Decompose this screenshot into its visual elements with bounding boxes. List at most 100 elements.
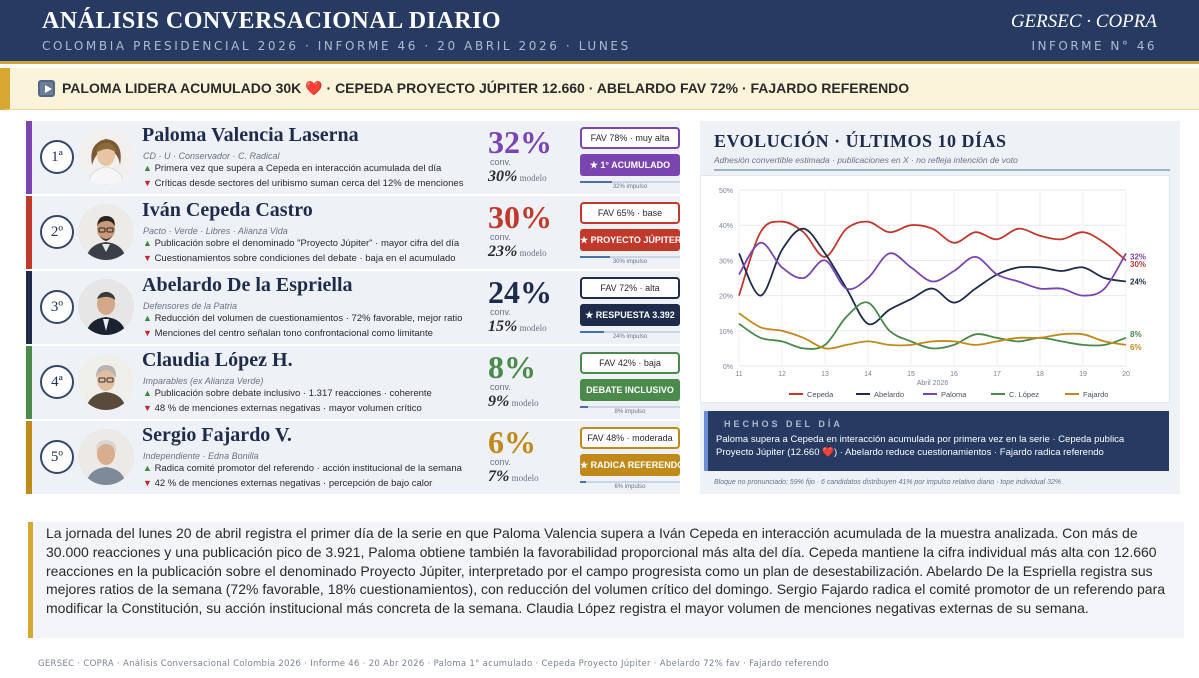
x-tick-label: 14 <box>864 371 872 378</box>
paloma-avatar <box>78 129 134 185</box>
model-percent: 9% modelo <box>488 393 539 410</box>
impulse-label: 8% impulso <box>614 409 646 415</box>
impulse-label: 24% impulso <box>612 334 648 340</box>
conversion-percent: 8% <box>488 349 536 385</box>
y-tick-label: 50% <box>719 188 733 195</box>
model-percent: 15% modelo <box>488 318 547 335</box>
summary-text: La jornada del lunes 20 de abril registr… <box>46 525 1166 617</box>
favorability-badge: FAV 42% · baja <box>580 352 680 374</box>
hechos-body: Paloma supera a Cepeda en interacción ac… <box>716 434 1125 458</box>
positive-note: ▲ Radica comité promotor del referendo ·… <box>143 463 462 474</box>
candidate-card-abelardo[interactable]: 3º Abelardo De la Espriella Defensores d… <box>26 271 680 344</box>
impulse-bar <box>580 406 680 408</box>
impulse-label: 30% impulso <box>612 259 648 265</box>
legend-label: Cepeda <box>807 390 834 399</box>
triangle-down-icon: ▼ <box>143 178 152 188</box>
impulse-bar-fill <box>580 331 604 333</box>
report-subtitle: COLOMBIA PRESIDENCIAL 2026 · INFORME 46 … <box>42 39 631 53</box>
x-tick-label: 12 <box>778 371 786 378</box>
chart-title: EVOLUCIÓN · ÚLTIMOS 10 DÍAS <box>714 131 1007 151</box>
y-tick-label: 30% <box>719 258 733 265</box>
series-line-paloma <box>738 241 1127 297</box>
positive-note: ▲ Primera vez que supera a Cepeda en int… <box>143 163 442 174</box>
lopez-avatar <box>78 354 134 410</box>
triangle-down-icon: ▼ <box>143 403 152 413</box>
end-value-label: 8% <box>1130 330 1142 339</box>
y-tick-label: 20% <box>719 294 733 301</box>
conv-label: conv. <box>490 457 511 467</box>
candidate-party: Defensores de la Patria <box>143 301 238 311</box>
highlight-badge: ★ RESPUESTA 3.392 <box>580 304 680 326</box>
positive-note: ▲ Publicación sobre el denominado "Proye… <box>143 238 460 249</box>
abelardo-avatar <box>78 279 134 335</box>
headline-bar: PALOMA LIDERA ACUMULADO 30K ❤️ · CEPEDA … <box>0 68 1199 110</box>
candidate-card-paloma[interactable]: 1ª Paloma Valencia Laserna CD · U · Cons… <box>26 121 680 194</box>
x-tick-label: 18 <box>1036 371 1044 378</box>
triangle-down-icon: ▼ <box>143 253 152 263</box>
impulse-bar-fill <box>580 481 586 483</box>
y-tick-label: 0% <box>723 364 733 371</box>
rank-badge: 5º <box>40 440 74 474</box>
candidate-name: Iván Cepeda Castro <box>142 199 313 221</box>
x-tick-label: 13 <box>821 371 829 378</box>
highlight-badge: ★ PROYECTO JÚPITER <box>580 229 681 251</box>
impulse-bar-fill <box>580 256 610 258</box>
candidate-name: Paloma Valencia Laserna <box>142 124 359 146</box>
candidate-party: Pacto · Verde · Libres · Alianza Vida <box>143 226 288 236</box>
legend-label: C. López <box>1009 390 1039 399</box>
rank-badge: 4ª <box>40 365 74 399</box>
impulse-label: 6% impulso <box>614 484 646 490</box>
candidate-party: CD · U · Conservador · C. Radical <box>143 151 280 161</box>
highlight-badge: ★ RADICA REFERENDO <box>580 454 684 476</box>
conv-label: conv. <box>490 382 511 392</box>
end-value-label: 32% <box>1130 253 1146 262</box>
negative-note: ▼ Críticas desde sectores del uribismo s… <box>143 178 464 189</box>
positive-note: ▲ Reducción del volumen de cuestionamien… <box>143 313 463 324</box>
x-tick-label: 16 <box>950 371 958 378</box>
rank-badge: 3º <box>40 290 74 324</box>
model-percent: 30% modelo <box>488 168 547 185</box>
daily-summary: La jornada del lunes 20 de abril registr… <box>28 522 1184 638</box>
impulse-bar <box>580 331 680 333</box>
evolution-chart-panel: EVOLUCIÓN · ÚLTIMOS 10 DÍAS Adhesión con… <box>700 121 1180 494</box>
rank-badge: 2º <box>40 215 74 249</box>
bloque-note: Bloque no pronunciado: 59% fijo · 6 cand… <box>714 479 1062 486</box>
favorability-badge: FAV 72% · alta <box>580 277 680 299</box>
negative-note: ▼ Cuestionamientos sobre condiciones del… <box>143 253 456 264</box>
brand-name: GERSEC · COPRA <box>1010 11 1157 32</box>
y-tick-label: 40% <box>719 223 733 230</box>
fajardo-avatar <box>78 429 134 485</box>
series-line-abelardo <box>738 227 1127 326</box>
highlight-badge: DEBATE INCLUSIVO <box>580 379 680 401</box>
favorability-badge: FAV 48% · moderada <box>580 427 680 449</box>
legend-label: Paloma <box>941 390 967 399</box>
y-tick-label: 10% <box>719 329 733 336</box>
page-footer: GERSEC · COPRA · Análisis Conversacional… <box>38 659 830 669</box>
candidate-card-lopez[interactable]: 4ª Claudia López H. Imparables (ex Alian… <box>26 346 680 419</box>
triangle-up-icon: ▲ <box>143 238 152 248</box>
legend-label: Abelardo <box>874 390 904 399</box>
conversion-percent: 6% <box>488 424 536 460</box>
hechos-title: HECHOS DEL DÍA <box>724 419 843 429</box>
candidate-card-cepeda[interactable]: 2º Iván Cepeda Castro Pacto · Verde · Li… <box>26 196 681 269</box>
cepeda-avatar <box>78 204 134 260</box>
impulse-bar <box>580 256 680 258</box>
conversion-percent: 24% <box>488 274 552 310</box>
candidate-name: Abelardo De la Espriella <box>142 274 353 296</box>
candidate-name: Claudia López H. <box>142 349 293 371</box>
candidate-card-fajardo[interactable]: 5º Sergio Fajardo V. Independiente · Edn… <box>26 421 684 494</box>
negative-note: ▼ 42 % de menciones externas negativas ·… <box>143 478 433 489</box>
end-value-label: 30% <box>1130 260 1146 269</box>
conversion-percent: 32% <box>488 124 552 160</box>
play-icon[interactable] <box>38 80 55 97</box>
x-tick-label: 19 <box>1079 371 1087 378</box>
line-chart: 0% 10% 20% 30% 40% 50% 11 12 13 14 15 16 17 18 19 20 Abr… <box>719 188 1146 399</box>
highlight-badge: ★ 1° ACUMULADO <box>580 154 680 176</box>
series-line-clpez <box>738 301 1127 350</box>
end-value-label: 24% <box>1130 278 1146 287</box>
model-percent: 23% modelo <box>488 243 547 260</box>
triangle-up-icon: ▲ <box>143 313 152 323</box>
x-tick-label: 11 <box>735 371 742 378</box>
x-tick-label: 20 <box>1122 371 1130 378</box>
conv-label: conv. <box>490 157 511 167</box>
